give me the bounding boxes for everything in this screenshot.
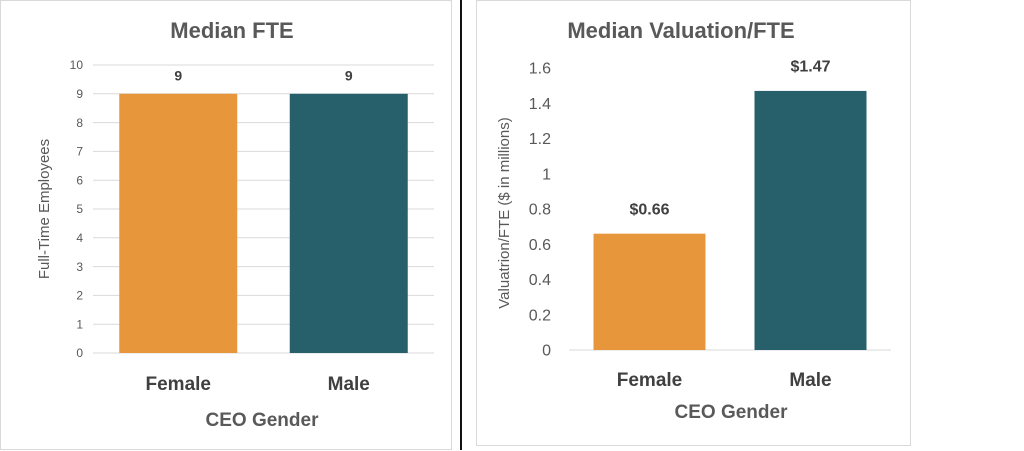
y-axis-label: Full-Time Employees bbox=[36, 139, 53, 279]
x-tick-label: Female bbox=[617, 370, 682, 391]
y-tick-label: 1 bbox=[542, 166, 551, 183]
chart-panel-median-valuation: Median Valuation/FTE 0 0.2 0.4 0.6 0.8 1 1.2 1.… bbox=[476, 0, 911, 446]
x-axis-label: CEO Gender bbox=[675, 402, 789, 423]
panel-divider bbox=[460, 0, 462, 450]
y-tick-labels: 0 1 2 3 4 5 6 7 8 9 10 bbox=[70, 58, 84, 360]
bars bbox=[119, 93, 408, 354]
y-tick-label: 5 bbox=[76, 202, 83, 216]
y-tick-labels: 0 0.2 0.4 0.6 0.8 1 1.2 1.4 1.6 bbox=[529, 61, 551, 360]
bar-female bbox=[119, 93, 238, 354]
data-label: $1.47 bbox=[790, 59, 830, 76]
y-tick-label: 0.2 bbox=[529, 307, 551, 324]
y-tick-label: 0.6 bbox=[529, 237, 551, 254]
y-tick-label: 7 bbox=[76, 145, 83, 159]
y-tick-label: 8 bbox=[76, 116, 83, 130]
y-tick-label: 0.8 bbox=[529, 202, 551, 219]
x-tick-labels: Female Male bbox=[617, 370, 832, 391]
chart-title: Median FTE bbox=[170, 18, 293, 43]
y-axis-label: Valuatrion/FTE ($ in millions) bbox=[496, 117, 513, 308]
y-tick-label: 0.4 bbox=[529, 272, 551, 289]
y-tick-label: 3 bbox=[76, 260, 83, 274]
y-tick-label: 6 bbox=[76, 173, 83, 187]
x-tick-label: Male bbox=[789, 370, 831, 391]
data-labels: $0.66 $1.47 bbox=[629, 59, 830, 219]
x-tick-label: Male bbox=[328, 374, 370, 395]
y-tick-label: 1.4 bbox=[529, 96, 551, 113]
y-tick-label: 9 bbox=[76, 87, 83, 101]
y-tick-label: 2 bbox=[76, 289, 83, 303]
y-tick-label: 0 bbox=[76, 346, 83, 360]
y-tick-label: 0 bbox=[542, 343, 551, 360]
bar-female bbox=[593, 233, 706, 350]
y-tick-label: 1.6 bbox=[529, 61, 551, 78]
y-tick-label: 1 bbox=[76, 317, 83, 331]
data-label: $0.66 bbox=[629, 201, 669, 218]
y-tick-label: 10 bbox=[70, 58, 84, 72]
y-tick-label: 4 bbox=[76, 231, 83, 245]
bar-male bbox=[289, 93, 408, 354]
chart-title: Median Valuation/FTE bbox=[567, 18, 794, 43]
bars bbox=[593, 90, 867, 350]
median-valuation-chart: Median Valuation/FTE 0 0.2 0.4 0.6 0.8 1 1.2 1.… bbox=[496, 18, 891, 423]
x-axis-label: CEO Gender bbox=[206, 410, 320, 431]
x-tick-labels: Female Male bbox=[146, 374, 370, 395]
data-label: 9 bbox=[345, 68, 353, 84]
x-tick-label: Female bbox=[146, 374, 211, 395]
y-tick-label: 1.2 bbox=[529, 131, 551, 148]
data-label: 9 bbox=[174, 68, 182, 84]
bar-male bbox=[754, 90, 867, 350]
